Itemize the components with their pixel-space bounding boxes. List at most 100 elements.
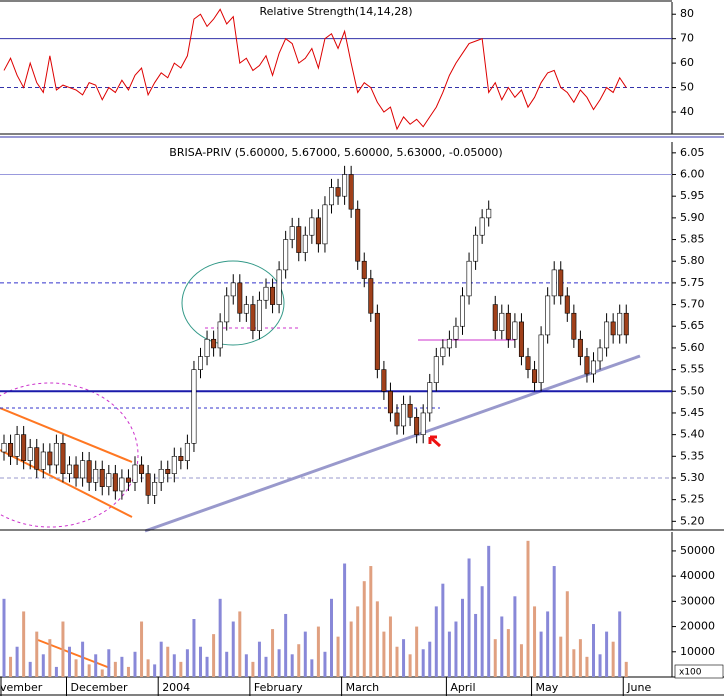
- y-tick-label: 70: [680, 32, 694, 45]
- candle-body: [322, 204, 328, 245]
- volume-bar: [244, 654, 248, 677]
- volume-bar: [421, 649, 425, 677]
- volume-bar: [61, 621, 65, 677]
- x-tick-label: December: [71, 681, 129, 694]
- volume-bar: [382, 631, 386, 677]
- candle-body: [224, 295, 230, 323]
- volume-bar: [225, 651, 229, 677]
- volume-bar: [330, 598, 333, 677]
- candle-body: [296, 226, 302, 253]
- candle-body: [178, 456, 184, 461]
- candle-body: [217, 321, 223, 349]
- volume-bar: [218, 598, 222, 677]
- candle-body: [486, 208, 492, 219]
- volume-bar: [565, 591, 569, 677]
- candle-body: [93, 469, 99, 483]
- volume-bar: [251, 661, 255, 677]
- rsi-title: Relative Strength(14,14,28): [259, 5, 412, 18]
- candle-body: [132, 464, 138, 483]
- x-tick-label: June: [626, 681, 651, 694]
- volume-bar: [487, 545, 491, 677]
- candle-body: [145, 473, 151, 496]
- volume-bar: [369, 566, 373, 677]
- candle-body: [119, 477, 125, 492]
- volume-bar: [271, 629, 275, 677]
- volume-bar: [199, 646, 202, 677]
- candle-body: [211, 338, 217, 349]
- candle-body: [184, 442, 190, 461]
- volume-bar: [546, 611, 550, 677]
- volume-bar: [356, 606, 360, 677]
- candle-body: [512, 321, 518, 340]
- candle-body: [289, 226, 295, 240]
- candle-body: [473, 234, 479, 262]
- volume-bar: [441, 583, 445, 677]
- volume-bar: [447, 631, 451, 677]
- candle-body: [328, 187, 334, 206]
- candle-body: [34, 447, 40, 470]
- candle-body: [204, 338, 210, 357]
- candle-body: [538, 334, 544, 383]
- volume-bar: [192, 619, 196, 677]
- candle-body: [433, 356, 439, 383]
- volume-bar: [146, 659, 150, 677]
- candle-body: [545, 295, 551, 336]
- volume-bar: [506, 629, 510, 677]
- volume-bar: [388, 616, 392, 677]
- volume-bar: [533, 606, 537, 677]
- y-tick-label: 5.30: [680, 471, 705, 484]
- candle-body: [342, 174, 348, 197]
- volume-bar: [480, 586, 484, 677]
- volume-bar: [519, 644, 523, 677]
- candle-body: [14, 434, 20, 457]
- y-tick-label: 10000: [680, 645, 715, 658]
- candle-body: [40, 451, 46, 470]
- volume-bar: [592, 624, 595, 677]
- candle-body: [99, 469, 105, 487]
- candle-body: [270, 286, 276, 305]
- y-tick-label: 5.50: [680, 384, 705, 397]
- volume-bar: [500, 616, 504, 677]
- candle-body: [499, 312, 505, 331]
- volume-bar: [402, 639, 406, 677]
- candle-body: [414, 416, 420, 435]
- candle-body: [394, 412, 400, 427]
- volume-bar: [87, 664, 91, 677]
- candle-body: [466, 260, 472, 297]
- candle-body: [525, 356, 531, 370]
- volume-bar: [408, 654, 412, 677]
- candle-body: [27, 447, 33, 461]
- candle-body: [309, 217, 315, 236]
- candle-body: [171, 456, 177, 474]
- candle-body: [518, 321, 524, 357]
- candle-body: [564, 295, 570, 314]
- volume-bar: [238, 611, 242, 677]
- candle-body: [256, 299, 262, 331]
- volume-bar: [126, 666, 130, 677]
- candle-body: [361, 260, 367, 279]
- candle-body: [53, 442, 59, 466]
- volume-bar: [212, 634, 216, 677]
- candle-body: [590, 360, 596, 375]
- plot-background: [0, 0, 672, 677]
- volume-bar: [559, 636, 563, 677]
- volume-bar: [428, 641, 432, 677]
- volume-bar: [2, 598, 6, 677]
- y-tick-label: 6.05: [680, 146, 705, 159]
- candle-body: [387, 390, 393, 414]
- volume-bar: [185, 649, 189, 677]
- volume-bar: [395, 646, 399, 677]
- x-tick-label: February: [254, 681, 303, 694]
- volume-bar: [113, 661, 117, 677]
- volume-bar: [41, 654, 45, 677]
- candle-body: [558, 269, 564, 297]
- volume-bar: [461, 598, 464, 677]
- volume-bar: [539, 631, 543, 677]
- candle-body: [198, 356, 204, 370]
- volume-bar: [231, 621, 235, 677]
- volume-bar: [493, 639, 497, 677]
- volume-bar: [257, 641, 261, 677]
- y-tick-label: 30000: [680, 594, 715, 607]
- y-tick-label: 40: [680, 105, 694, 118]
